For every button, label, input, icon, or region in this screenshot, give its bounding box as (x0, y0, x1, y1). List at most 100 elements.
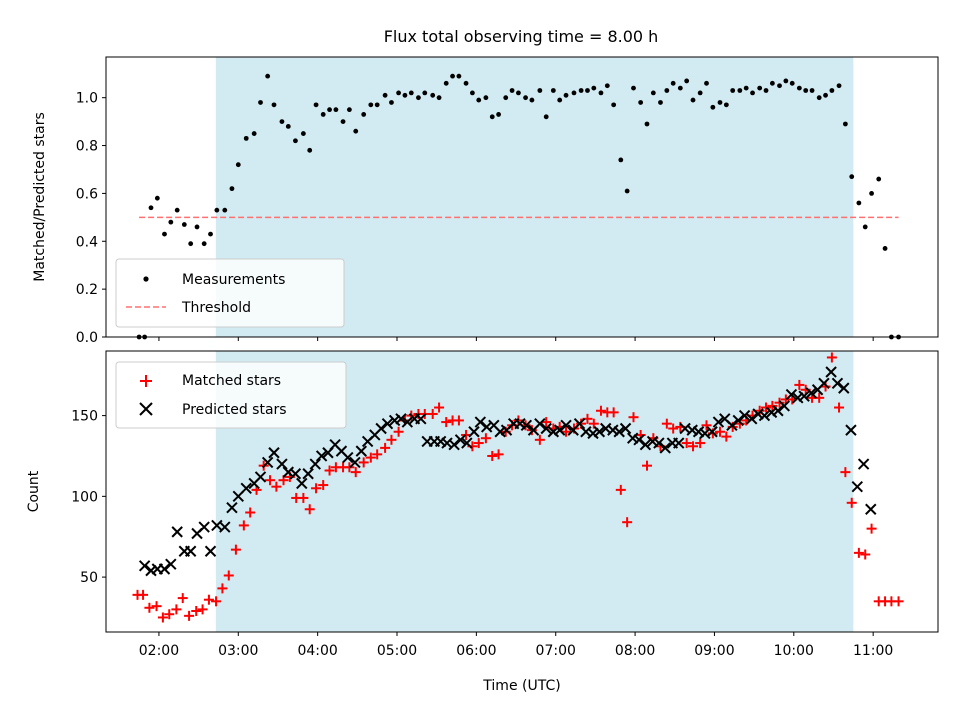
measurement-point (604, 83, 610, 89)
x-tick-label: 05:00 (377, 643, 417, 659)
measurement-point (644, 121, 650, 127)
measurement-point (836, 83, 842, 89)
matched-star-point (157, 612, 168, 623)
predicted-star-point (785, 388, 798, 401)
predicted-star-point (184, 545, 197, 557)
x-tick-label: 07:00 (536, 643, 576, 659)
predicted-stars-points (138, 366, 877, 577)
predicted-star-point (198, 521, 210, 533)
x-tick-label: 04:00 (297, 643, 337, 659)
measurement-point (496, 112, 501, 117)
measurement-point (154, 195, 160, 201)
predicted-star-point (454, 434, 467, 446)
measurement-point (313, 102, 319, 108)
measurement-point (550, 88, 556, 93)
matched-star-point (866, 523, 877, 534)
matched-star-point (826, 352, 837, 363)
measurement-point (450, 73, 455, 79)
measurement-point (194, 224, 200, 230)
top-measurement-points (136, 73, 901, 340)
measurement-point (557, 97, 563, 103)
legend-matched-marker (140, 375, 152, 387)
predicted-star-point (831, 377, 844, 390)
matched-star-point (386, 434, 397, 445)
measurement-point (578, 88, 584, 93)
matched-star-point (393, 426, 404, 437)
measurement-point (271, 102, 277, 108)
predicted-star-point (355, 445, 368, 457)
matched-star-point (151, 601, 162, 612)
predicted-star-point (261, 456, 274, 469)
legend-predicted-label: Predicted stars (182, 402, 287, 418)
measurement-point (842, 121, 848, 127)
matched-star-point (238, 520, 249, 531)
predicted-star-point (158, 563, 171, 575)
measurement-point (823, 92, 828, 98)
measurement-point (416, 95, 421, 101)
measurement-point (670, 80, 676, 86)
measurement-point (353, 128, 359, 134)
measurement-point (463, 80, 469, 86)
measurement-point (882, 246, 888, 251)
predicted-star-point (171, 526, 183, 538)
legend-predicted-marker (139, 402, 153, 416)
measurement-point (856, 200, 862, 206)
measurement-point (611, 102, 617, 108)
measurement-point (743, 85, 749, 91)
top-y-tick-label: 0.8 (76, 139, 98, 155)
matched-star-point (853, 547, 864, 558)
measurement-point (598, 90, 604, 96)
top-y-tick-label: 0.2 (76, 282, 98, 298)
matched-star-point (526, 425, 537, 436)
matched-star-point (453, 415, 464, 426)
matched-star-point (380, 442, 391, 453)
measurement-point (422, 90, 428, 96)
bottom-legend: Matched stars Predicted stars (115, 361, 347, 429)
predicted-star-point (315, 450, 328, 462)
matched-star-point (695, 438, 706, 449)
measurement-point (777, 83, 782, 89)
measurement-point (750, 90, 755, 96)
measurement-point (789, 80, 795, 86)
bottom-y-axis-label: Count (26, 470, 42, 512)
bottom-y-tick-label: 50 (80, 570, 98, 586)
measurement-point (327, 107, 332, 113)
bottom-y-tick-label: 100 (71, 489, 98, 505)
predicted-star-point (219, 521, 231, 533)
measurement-point (650, 90, 656, 96)
measurement-point (320, 112, 326, 117)
predicted-star-point (857, 458, 870, 470)
measurement-point (333, 107, 339, 113)
x-tick-label: 09:00 (694, 643, 734, 659)
matched-star-point (203, 594, 214, 605)
measurement-point (201, 241, 207, 247)
measurement-point (483, 95, 489, 101)
measurement-point (631, 85, 636, 91)
legend-measurements-marker (143, 276, 149, 282)
matched-star-point (372, 449, 383, 460)
top-y-tick-label: 1.0 (76, 91, 98, 107)
measurement-point (243, 135, 249, 141)
top-y-tick-label: 0.0 (76, 330, 98, 346)
matched-star-point (493, 449, 504, 460)
measurement-point (690, 97, 696, 103)
measurement-point (876, 176, 882, 182)
predicted-star-point (401, 416, 414, 428)
measurement-point (389, 100, 394, 105)
measurement-point (279, 119, 285, 125)
matched-star-point (622, 517, 633, 528)
measurement-point (188, 241, 194, 247)
predicted-star-point (520, 419, 533, 431)
matched-star-point (324, 465, 335, 476)
matched-star-point (595, 405, 606, 416)
measurement-point (214, 207, 220, 213)
measurement-point (402, 92, 408, 98)
predicted-star-point (659, 442, 671, 454)
matched-star-point (138, 589, 149, 600)
matched-star-point (441, 417, 452, 428)
bottom-legend-box (115, 361, 347, 429)
measurement-point (783, 78, 789, 84)
top-y-tick-label: 0.4 (76, 234, 98, 250)
measurement-point (803, 88, 809, 93)
x-tick-label: 02:00 (139, 643, 179, 659)
